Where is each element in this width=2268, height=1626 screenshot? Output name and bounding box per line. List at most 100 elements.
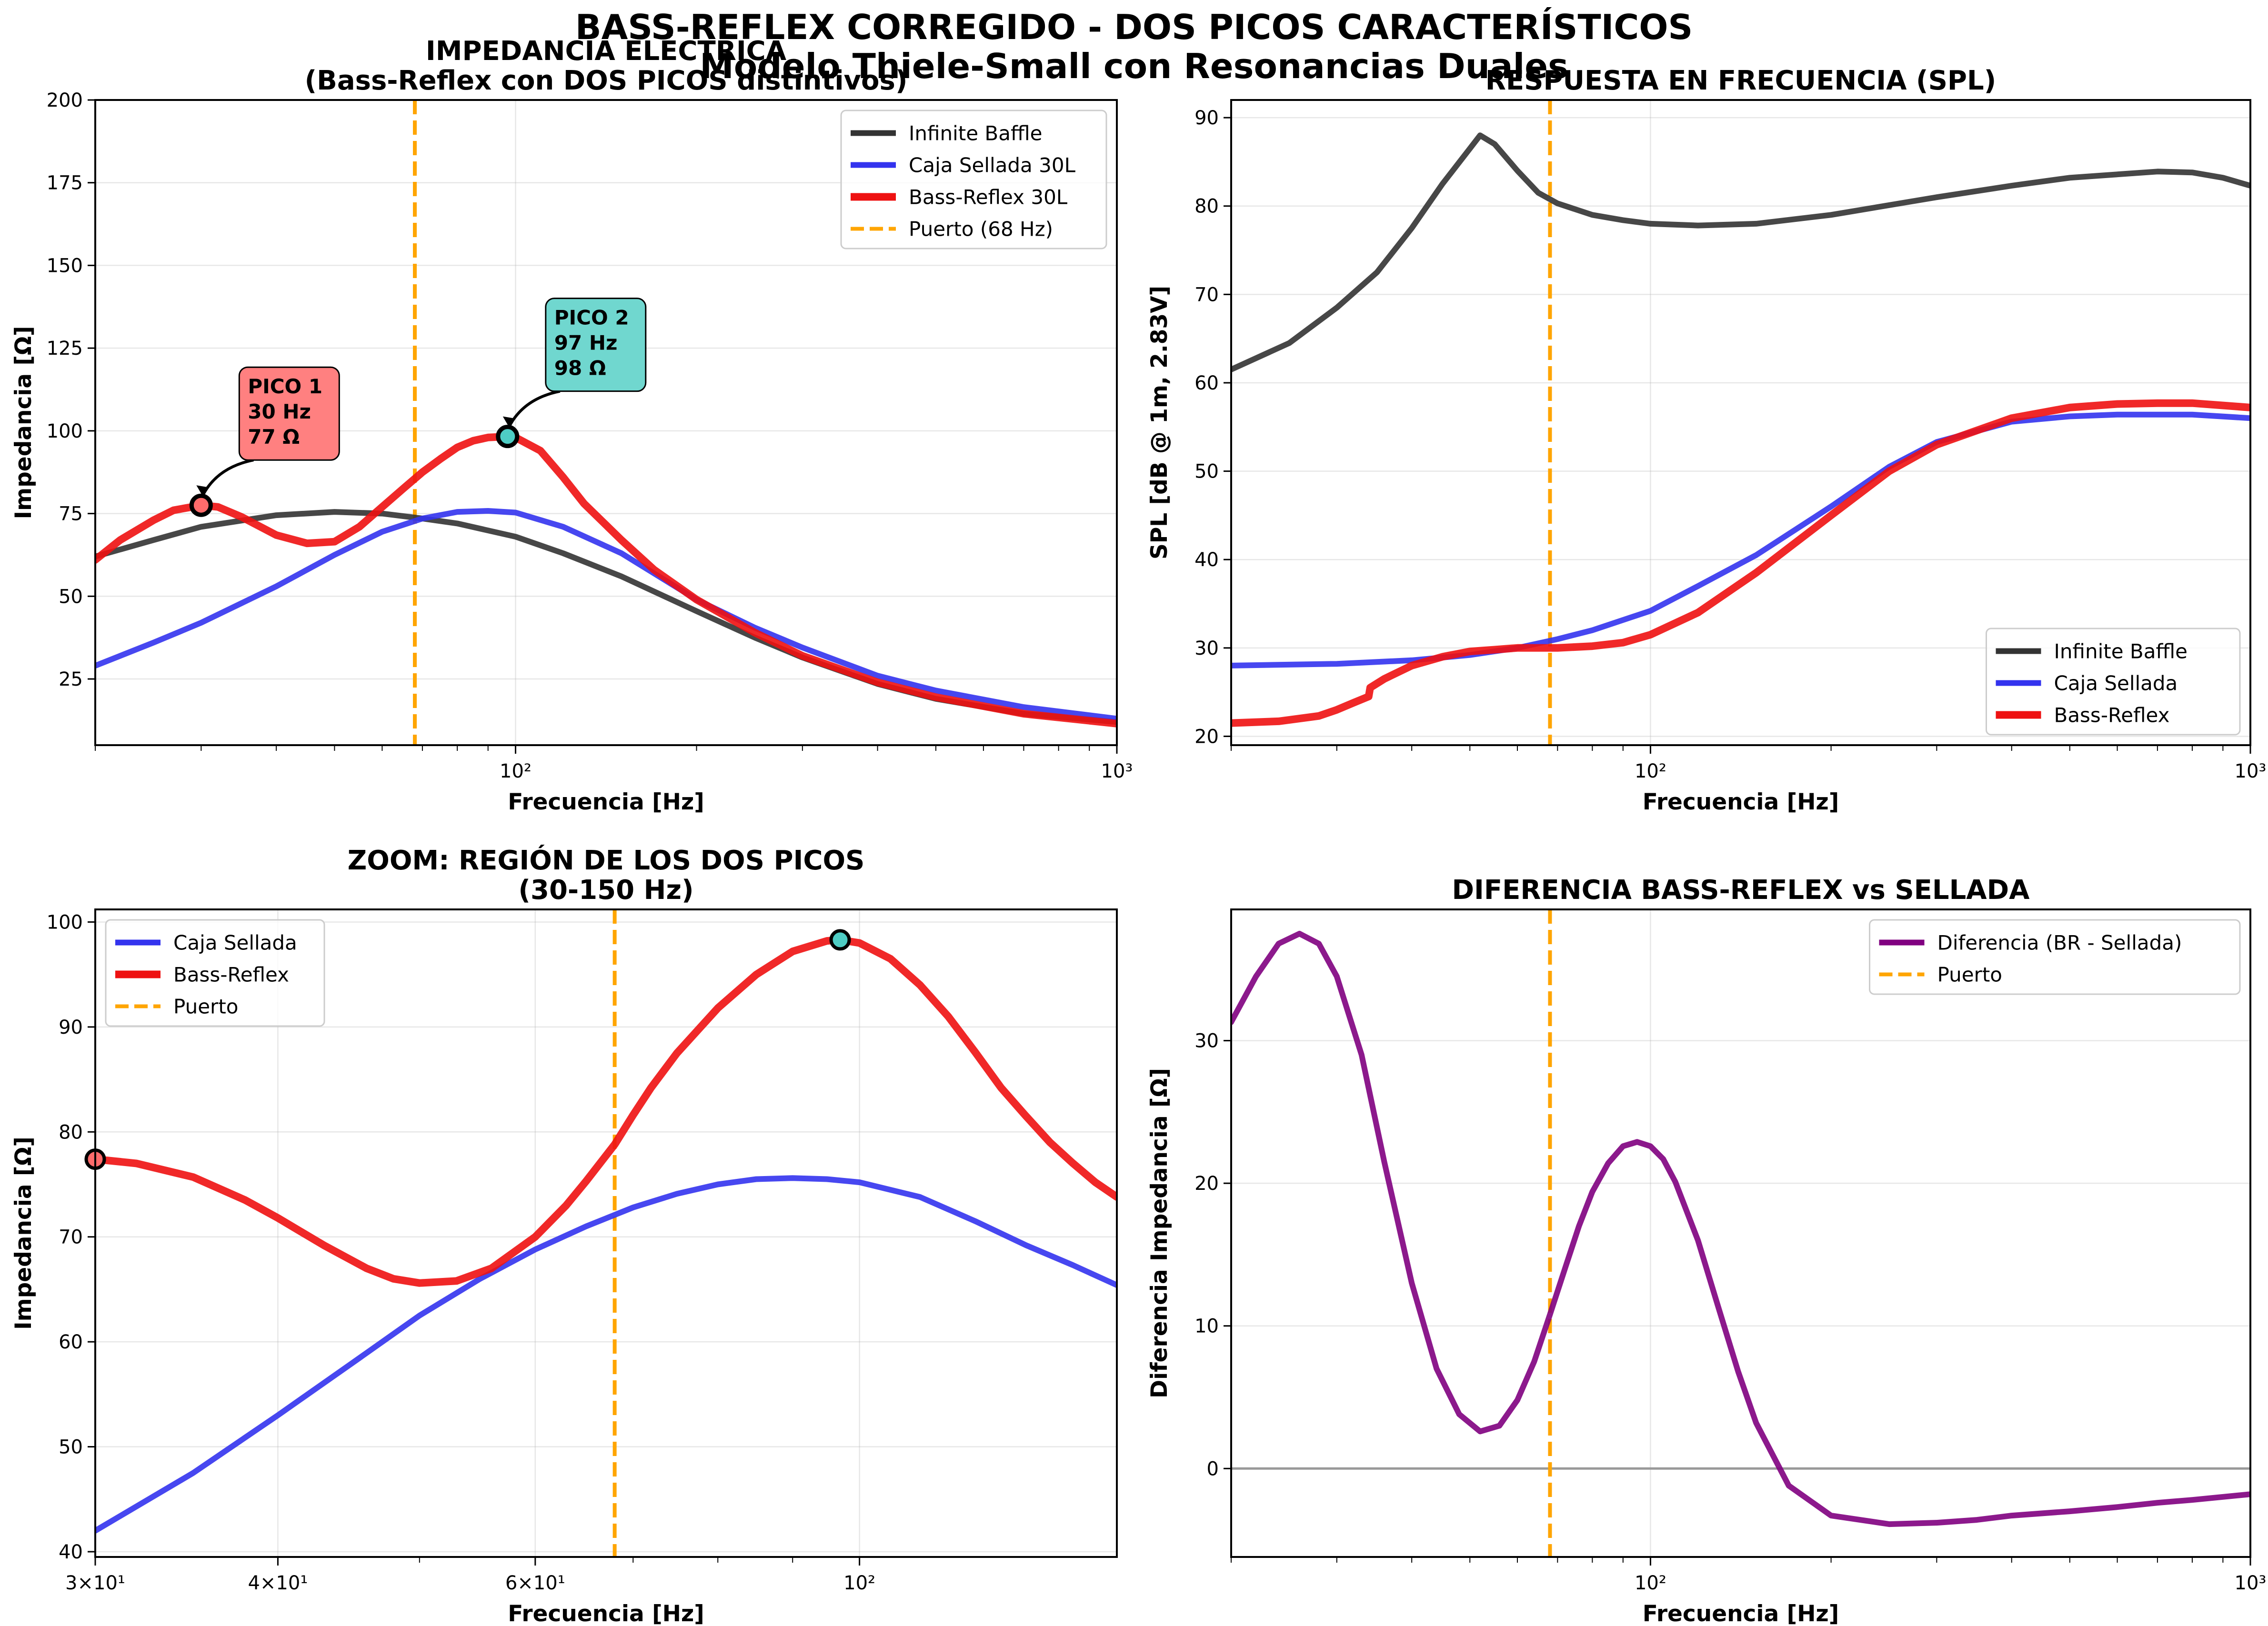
y-tick-label: 40 <box>1194 549 1219 571</box>
zoom-impedance-chart: 40 50 60 70 80 90 100 3×10¹ 4×10¹ 6×10¹ 10² Frecuen… <box>10 845 1118 1626</box>
y-tick-label: 75 <box>59 503 83 525</box>
x-tick-label: 10³ <box>2235 1572 2267 1594</box>
y-tick-label: 30 <box>1194 638 1219 659</box>
y-tick-label: 40 <box>59 1541 83 1563</box>
y-axis: 40 50 60 70 80 90 100 <box>47 911 95 1563</box>
x-tick-label: 10² <box>1635 1572 1666 1594</box>
y-tick-label: 20 <box>1194 726 1219 748</box>
chart-title: DIFERENCIA BASS-REFLEX vs SELLADA <box>1452 875 2030 906</box>
peak-marker <box>829 929 851 951</box>
spl-chart: 20 30 40 50 60 70 80 90 10² 10³ Frecuencia [Hz] SPL… <box>1146 65 2266 815</box>
difference-chart: 0 10 20 30 10² 10³ Frecuencia [Hz] Diferencia I… <box>1146 875 2266 1626</box>
legend-label: Puerto (68 Hz) <box>909 218 1053 241</box>
y-tick-label: 20 <box>1194 1173 1219 1195</box>
y-axis-label: Impedancia [Ω] <box>10 1137 37 1330</box>
x-axis: 10² 10³ <box>1635 745 2267 782</box>
y-tick-label: 90 <box>1194 107 1219 129</box>
y-axis: 20 30 40 50 60 70 80 90 <box>1194 107 1231 748</box>
grid <box>1231 100 2251 745</box>
annotation-text: 98 Ω <box>554 357 606 380</box>
y-tick-label: 60 <box>59 1331 83 1353</box>
axes-frame <box>1230 908 2251 1558</box>
y-tick-label: 25 <box>59 668 83 690</box>
y-tick-label: 70 <box>59 1227 83 1248</box>
x-tick-label: 10² <box>500 760 532 782</box>
legend-label: Bass-Reflex <box>173 963 289 987</box>
chart-title: IMPEDANCIA ELÉCTRICA <box>426 35 787 67</box>
y-axis-label: Diferencia Impedancia [Ω] <box>1146 1068 1173 1398</box>
legend-frame <box>1986 628 2241 736</box>
y-tick-label: 70 <box>1194 284 1219 306</box>
y-tick-label: 60 <box>1194 372 1219 394</box>
legend-frame <box>105 919 325 1027</box>
x-tick-label: 10² <box>1635 760 1666 782</box>
annotation-box <box>545 298 647 392</box>
series-group <box>1231 930 2250 1527</box>
legend-label: Puerto <box>1937 963 2002 987</box>
suptitle-line: Modelo Thiele-Small con Resonancias Dual… <box>700 46 1568 86</box>
annotation-text: PICO 1 <box>248 375 322 398</box>
peak-marker <box>496 425 520 449</box>
y-tick-label: 10 <box>1194 1316 1219 1337</box>
x-tick-label: 10³ <box>2235 760 2267 782</box>
legend-label: Infinite Baffle <box>909 122 1042 145</box>
y-tick-label: 0 <box>1207 1458 1219 1480</box>
peak-marker <box>189 493 213 517</box>
y-tick-label: 200 <box>47 90 83 111</box>
x-tick-label: 10³ <box>1101 760 1133 782</box>
y-tick-label: 50 <box>59 586 83 608</box>
series-line <box>1231 132 2250 373</box>
series-line <box>95 432 1117 728</box>
y-tick-label: 100 <box>47 420 83 442</box>
y-tick-label: 30 <box>1194 1030 1219 1052</box>
y-axis-label: SPL [dB @ 1m, 2.83V] <box>1146 286 1173 559</box>
x-axis: 10² 10³ <box>500 745 1133 782</box>
legend-frame <box>840 110 1107 249</box>
legend: Diferencia (BR - Sellada) Puerto <box>1869 919 2241 995</box>
y-tick-label: 175 <box>47 172 83 194</box>
legend-frame <box>1869 919 2241 995</box>
annotation-arrowhead <box>502 416 514 428</box>
x-axis-label: Frecuencia [Hz] <box>1643 789 1839 815</box>
x-tick-label: 4×10¹ <box>248 1572 308 1594</box>
chart-title: RESPUESTA EN FRECUENCIA (SPL) <box>1485 65 1996 96</box>
y-tick-label: 90 <box>59 1017 83 1038</box>
x-axis-label: Frecuencia [Hz] <box>508 789 704 815</box>
axes-frame <box>94 99 1118 746</box>
x-axis-label: Frecuencia [Hz] <box>508 1601 704 1626</box>
series-line <box>1231 399 2250 727</box>
axes-frame <box>94 908 1118 1558</box>
y-axis: 0 10 20 30 <box>1194 1030 1231 1480</box>
chart-title: (Bass-Reflex con DOS PICOS distintivos) <box>305 65 908 96</box>
x-axis: 3×10¹ 4×10¹ 6×10¹ 10² <box>65 1557 875 1594</box>
series-group <box>95 432 1117 728</box>
series-group <box>1231 132 2250 727</box>
legend-label: Caja Sellada <box>173 931 297 955</box>
y-tick-label: 125 <box>47 338 83 359</box>
series-group <box>95 936 1117 1534</box>
legend-label: Bass-Reflex <box>2054 704 2170 727</box>
legend-label: Caja Sellada <box>2054 672 2178 695</box>
y-tick-label: 150 <box>47 255 83 277</box>
y-axis: 25 50 75 100 125 150 175 200 <box>47 90 95 690</box>
figure-suptitle: BASS-REFLEX CORREGIDO - DOS PICOS CARACT… <box>575 7 1693 86</box>
legend-label: Puerto <box>173 995 238 1018</box>
annotation-text: 77 Ω <box>248 425 300 449</box>
y-tick-label: 50 <box>59 1436 83 1458</box>
y-tick-label: 80 <box>1194 196 1219 218</box>
legend: Caja Sellada Bass-Reflex Puerto <box>105 919 325 1027</box>
legend: Infinite Baffle Caja Sellada Bass-Reflex <box>1986 628 2241 736</box>
y-axis-label: Impedancia [Ω] <box>10 326 37 519</box>
suptitle-line: BASS-REFLEX CORREGIDO - DOS PICOS CARACT… <box>575 7 1693 47</box>
y-tick-label: 50 <box>1194 461 1219 483</box>
series-line <box>95 936 1117 1287</box>
annotation-text: PICO 2 <box>554 306 629 329</box>
y-tick-label: 100 <box>47 911 83 933</box>
series-line <box>95 1175 1117 1534</box>
legend-label: Infinite Baffle <box>2054 640 2188 663</box>
series-line <box>95 508 1117 722</box>
grid <box>94 909 1117 1557</box>
x-tick-label: 3×10¹ <box>65 1572 125 1594</box>
